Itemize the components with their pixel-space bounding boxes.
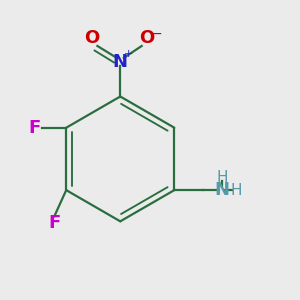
Text: F: F	[28, 119, 40, 137]
Text: O: O	[84, 29, 100, 47]
Text: N: N	[113, 53, 128, 71]
Text: +: +	[124, 49, 133, 59]
Text: H: H	[230, 183, 242, 198]
Text: −: −	[151, 26, 162, 40]
Text: H: H	[216, 170, 228, 185]
Text: F: F	[48, 214, 61, 232]
Text: O: O	[140, 29, 155, 47]
Text: N: N	[214, 181, 230, 199]
